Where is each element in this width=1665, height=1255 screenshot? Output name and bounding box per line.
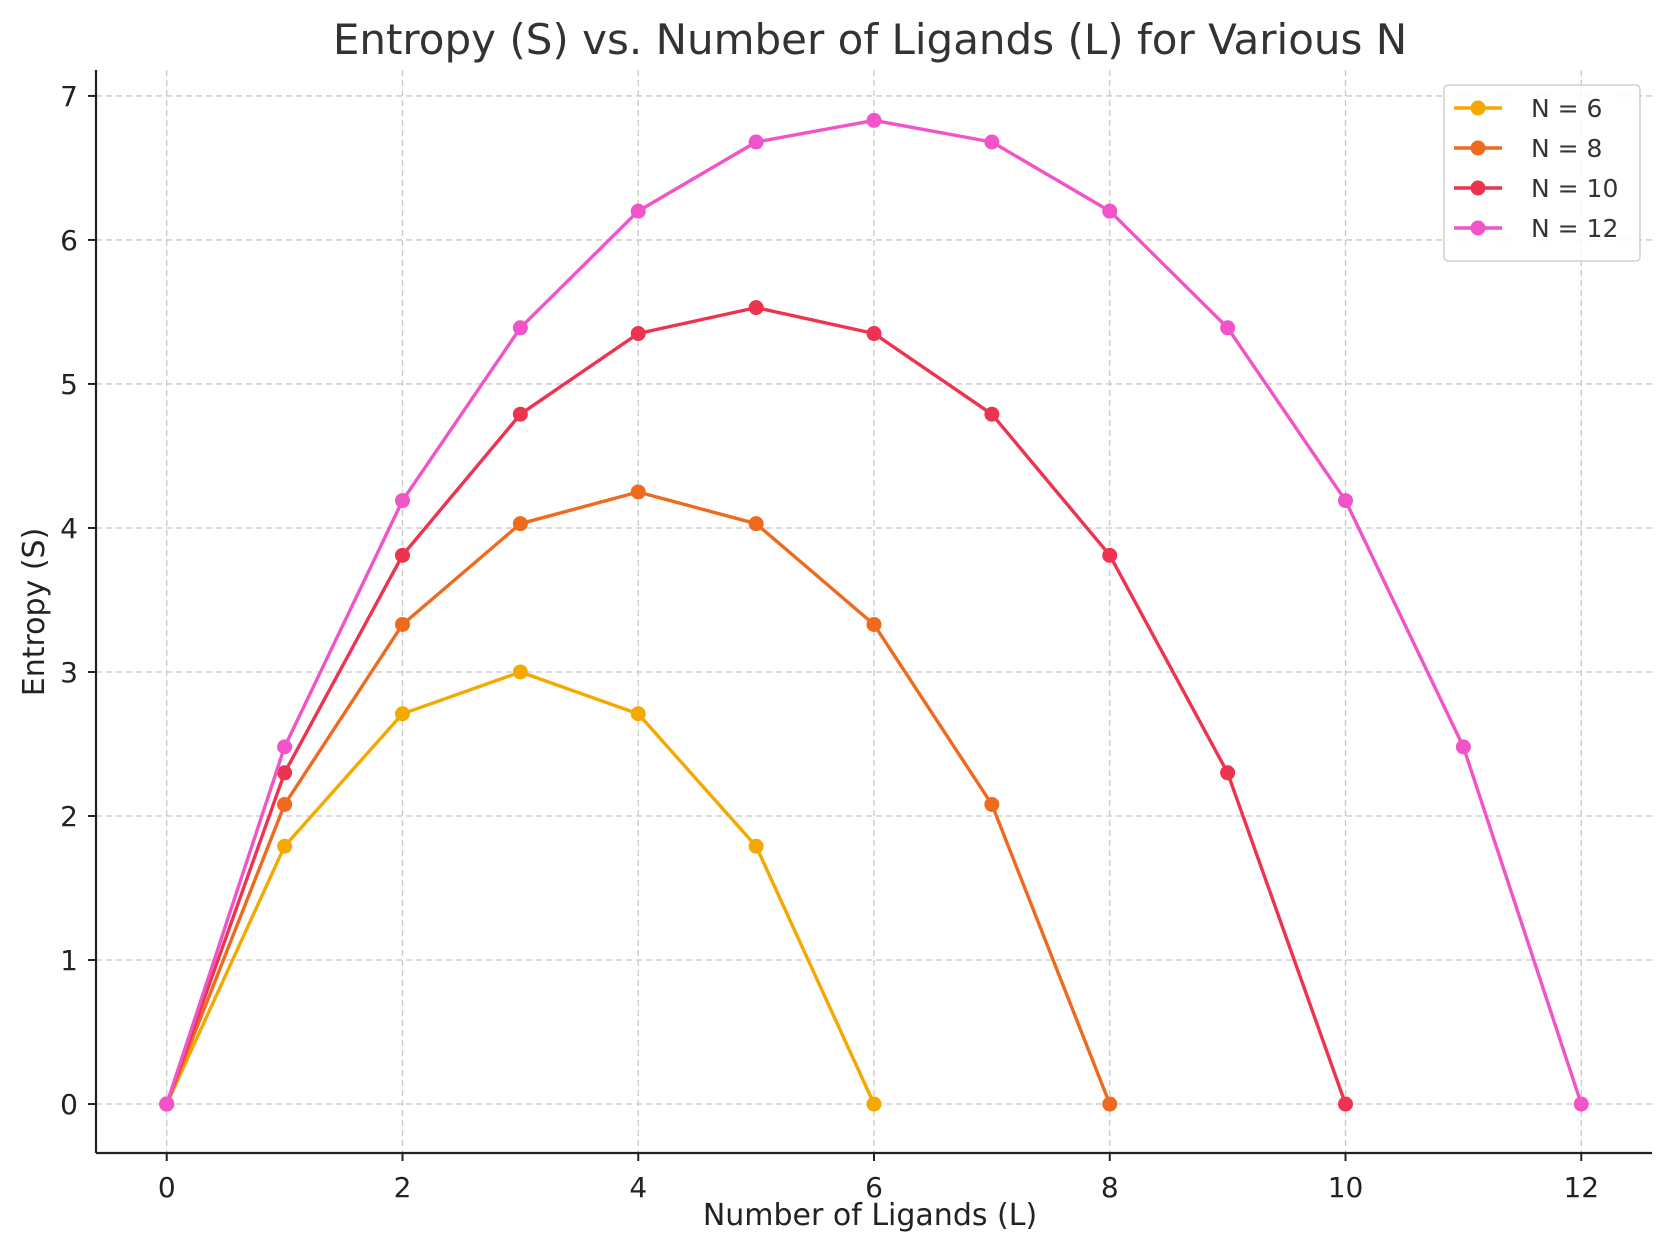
data-point [159,1096,175,1112]
chart-title: Entropy (S) vs. Number of Ligands (L) fo… [333,15,1407,64]
data-point [1102,1096,1118,1112]
data-point [630,203,646,219]
legend: N = 6 N = 8 N = 10 N = 12 [1443,84,1641,262]
data-point [1220,320,1236,336]
x-tick-label: 0 [158,1171,176,1204]
legend-label: N = 12 [1531,214,1618,243]
data-point [748,134,764,150]
data-point [984,796,1000,812]
data-point [512,320,528,336]
data-point [394,493,410,509]
data-point [630,706,646,722]
legend-marker [1470,180,1486,196]
data-point [394,616,410,632]
legend-label: N = 6 [1531,94,1602,123]
data-point [1102,203,1118,219]
y-tick-label: 2 [60,800,78,833]
data-point [1338,1096,1354,1112]
legend-item: N = 12 [1454,214,1618,243]
x-tick-label: 8 [1101,1171,1119,1204]
data-point [984,134,1000,150]
data-point [748,516,764,532]
legend-marker [1470,220,1486,236]
data-point [866,616,882,632]
y-tick-label: 3 [60,656,78,689]
data-point [512,516,528,532]
series-4 [159,112,1589,1112]
data-point [866,1096,882,1112]
data-point [512,406,528,422]
y-tick-label: 4 [60,512,78,545]
data-point [277,765,293,781]
series-line [165,670,876,1105]
data-point [748,300,764,316]
data-point [748,838,764,854]
data-point [277,838,293,854]
data-point [630,326,646,342]
x-tick-label: 2 [394,1171,412,1204]
data-point [866,112,882,128]
data-point [512,664,528,680]
legend-item: N = 10 [1454,174,1618,203]
series-layer [159,112,1589,1112]
x-axis-label: Number of Ligands (L) [703,1198,1037,1233]
x-tick-label: 10 [1328,1171,1364,1204]
data-point [630,484,646,500]
legend-marker [1470,140,1486,156]
legend-item: N = 6 [1454,94,1602,123]
data-point [277,796,293,812]
x-tick-label: 12 [1563,1171,1599,1204]
legend-box [1443,84,1641,262]
data-point [1220,765,1236,781]
data-point [1455,739,1471,755]
series-1 [159,664,882,1112]
grid [96,70,1652,1153]
data-point [1102,547,1118,563]
data-point [394,547,410,563]
x-tick-label: 4 [629,1171,647,1204]
series-3 [159,300,1354,1112]
data-point [1573,1096,1589,1112]
legend-item: N = 8 [1454,134,1602,163]
data-point [394,706,410,722]
x-tick-label: 6 [865,1171,883,1204]
series-2 [159,484,1118,1112]
data-point [277,739,293,755]
data-point [866,326,882,342]
legend-marker [1470,100,1486,116]
y-tick-label: 5 [60,368,78,401]
data-point [984,406,1000,422]
data-point [1338,493,1354,509]
y-tick-label: 6 [60,224,78,257]
y-tick-label: 1 [60,944,78,977]
y-tick-label: 7 [60,80,78,113]
y-axis-label: Entropy (S) [17,528,52,697]
y-tick-label: 0 [60,1088,78,1121]
series-line [165,305,1348,1105]
legend-label: N = 10 [1531,174,1618,203]
legend-label: N = 8 [1531,134,1602,163]
